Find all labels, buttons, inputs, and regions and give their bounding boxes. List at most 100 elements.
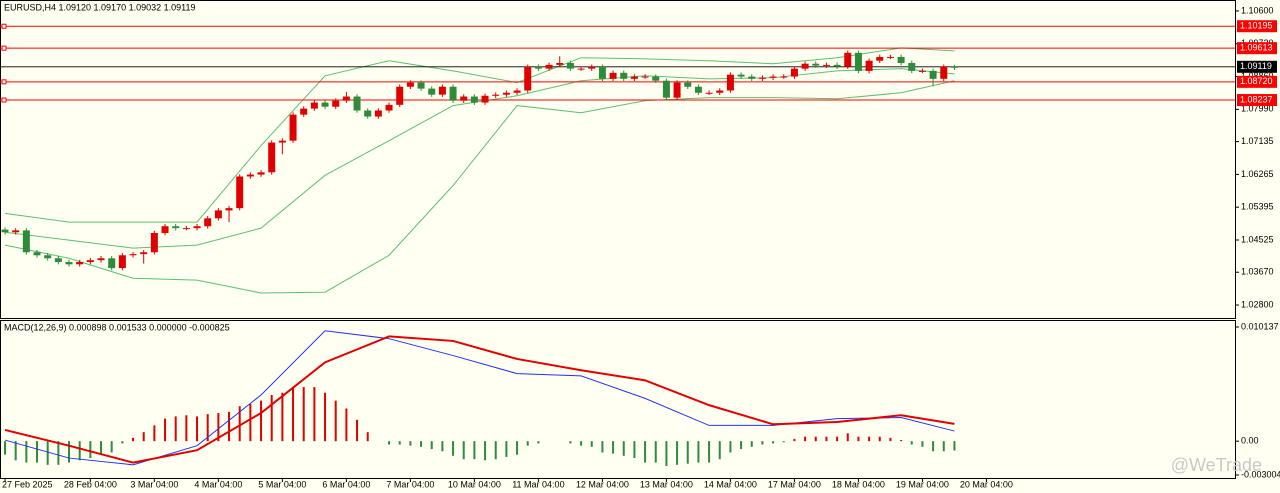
candle-body (385, 104, 393, 111)
candle-body (257, 172, 265, 175)
x-tick-label: 19 Mar 04:00 (896, 479, 949, 489)
candle-body (662, 80, 670, 98)
candle-body (833, 64, 841, 67)
candle-body (97, 258, 105, 261)
candle-body (684, 82, 692, 87)
candle-body (236, 176, 244, 209)
x-tick-label: 20 Mar 04:00 (960, 479, 1013, 489)
panel-title: MACD(12,26,9) 0.000898 0.001533 0.000000… (4, 322, 230, 332)
candle-body (769, 76, 777, 78)
watermark: @WeTrade (1171, 455, 1262, 475)
bollinger-band (4, 47, 955, 223)
candle-body (321, 102, 329, 107)
bollinger-band (4, 80, 955, 294)
candle-body (86, 260, 94, 263)
candle-body (886, 56, 894, 58)
x-tick-label: 10 Mar 04:00 (448, 479, 501, 489)
level-label-box (1237, 94, 1277, 107)
candle-body (513, 90, 521, 93)
candle-body (790, 68, 798, 77)
candle-body (524, 66, 532, 91)
candle-body (801, 63, 809, 69)
candle-body (726, 74, 734, 91)
candle-body (12, 230, 20, 233)
y-tick-label: 1.03670 (1241, 267, 1274, 277)
x-tick-label: 28 Feb 04:00 (64, 479, 117, 489)
candle-body (780, 76, 788, 78)
x-tick-label: 27 Feb 2025 (2, 479, 53, 489)
y-tick-label: 1.02800 (1241, 299, 1274, 309)
y-tick-label: -0.003004 (1241, 469, 1280, 479)
candle-body (588, 66, 596, 69)
candle-body (566, 62, 574, 69)
candle-body (641, 76, 649, 78)
candle-body (470, 96, 478, 103)
candle-body (502, 92, 510, 95)
panel-title: EURUSD,H4 1.09120 1.09170 1.09032 1.0911… (4, 2, 195, 12)
candle-body (940, 66, 948, 79)
y-tick-label: 1.06265 (1241, 169, 1274, 179)
x-tick-label: 7 Mar 04:00 (386, 479, 434, 489)
candle-body (332, 100, 340, 107)
level-label-box (1237, 20, 1277, 33)
price-panel (0, 0, 1236, 319)
candle-body (673, 82, 681, 98)
x-tick-label: 5 Mar 04:00 (258, 479, 306, 489)
candle-body (652, 76, 660, 81)
y-tick-label: 1.07135 (1241, 136, 1274, 146)
y-tick-label: 1.07990 (1241, 104, 1274, 114)
candle-body (33, 252, 41, 256)
candle-body (822, 64, 830, 66)
candle-body (812, 63, 820, 66)
x-tick-label: 13 Mar 04:00 (640, 479, 693, 489)
candle-body (161, 226, 169, 234)
y-tick-label: 1.05395 (1241, 202, 1274, 212)
candle-body (534, 66, 542, 69)
level-label: 1.08237 (1240, 94, 1273, 104)
candle-body (897, 56, 905, 63)
candle-body (705, 92, 713, 94)
level-label: 1.08720 (1240, 76, 1273, 86)
candle-body (417, 82, 425, 89)
candle-body (556, 62, 564, 65)
x-tick-label: 4 Mar 04:00 (194, 479, 242, 489)
macd-line (4, 335, 955, 464)
y-tick-label: 1.10600 (1241, 5, 1274, 15)
candle-body (129, 254, 137, 256)
current-price-label: 1.09119 (1240, 61, 1272, 71)
candle-body (246, 174, 254, 177)
candle-body (460, 96, 468, 101)
level-label-box (1237, 42, 1277, 55)
candle-body (300, 108, 308, 115)
level-label: 1.09613 (1240, 43, 1273, 53)
x-tick-label: 6 Mar 04:00 (322, 479, 370, 489)
candle-body (108, 258, 116, 269)
candle-body (620, 72, 628, 79)
y-tick-label: 1.04525 (1241, 234, 1274, 244)
candle-body (140, 252, 148, 255)
candle-body (406, 82, 414, 87)
macd-line (4, 330, 955, 466)
candle-body (204, 218, 212, 227)
macd-panel (0, 320, 1236, 479)
candle-body (310, 102, 318, 109)
level-anchor (1, 79, 7, 85)
candle-body (76, 262, 84, 265)
candle-body (150, 233, 158, 253)
x-tick-label: 3 Mar 04:00 (130, 479, 178, 489)
candle-body (278, 140, 286, 143)
candle-body (214, 210, 222, 219)
candle-body (748, 76, 756, 79)
y-tick-label: 0.010137 (1241, 321, 1279, 331)
candle-body (182, 228, 190, 230)
candle-body (396, 86, 404, 105)
candle-body (374, 110, 382, 117)
x-tick-label: 17 Mar 04:00 (768, 479, 821, 489)
candle-body (716, 90, 724, 93)
candle-body (193, 226, 201, 229)
candle-body (950, 66, 958, 68)
candle-body (353, 96, 361, 111)
